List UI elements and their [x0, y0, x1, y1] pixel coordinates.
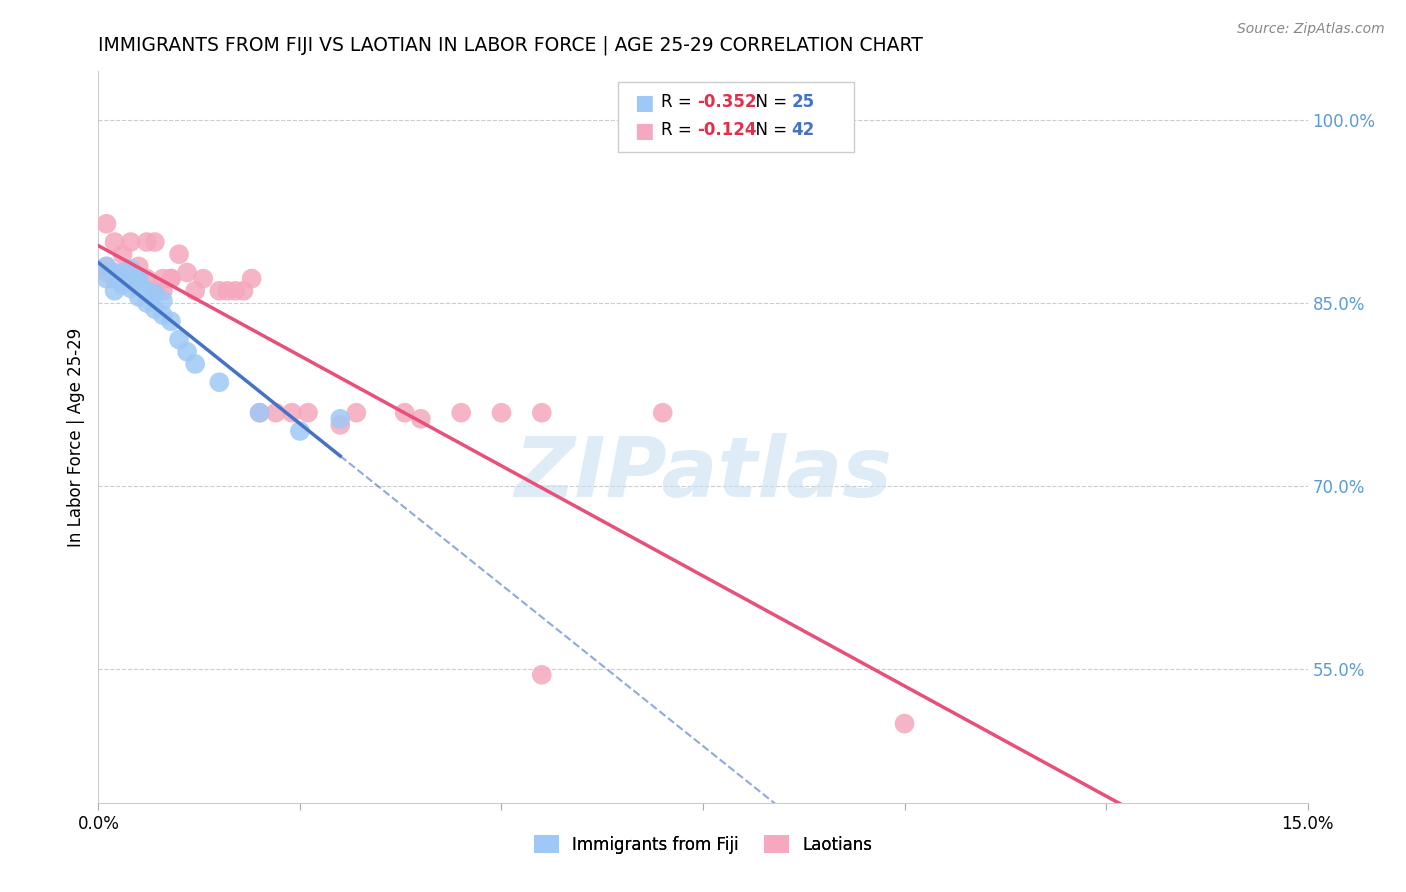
Point — [160, 271, 183, 285]
Point — [120, 271, 142, 285]
Text: ■: ■ — [634, 94, 654, 113]
Point — [394, 406, 416, 420]
Point — [135, 284, 157, 298]
Point — [217, 284, 239, 298]
Point — [103, 271, 125, 285]
Point — [152, 284, 174, 298]
Point — [103, 265, 125, 279]
Point — [103, 284, 125, 298]
Point — [176, 265, 198, 279]
Point — [329, 412, 352, 426]
Point — [135, 296, 157, 310]
Text: IMMIGRANTS FROM FIJI VS LAOTIAN IN LABOR FORCE | AGE 25-29 CORRELATION CHART: IMMIGRANTS FROM FIJI VS LAOTIAN IN LABOR… — [98, 36, 924, 55]
Text: ZIPatlas: ZIPatlas — [515, 434, 891, 514]
Point — [176, 344, 198, 359]
Point — [111, 271, 134, 285]
Point — [96, 217, 118, 231]
Point — [160, 314, 183, 328]
Point — [344, 406, 367, 420]
Point — [288, 424, 311, 438]
Point — [224, 284, 246, 298]
Point — [167, 247, 190, 261]
Point — [96, 265, 118, 279]
Point — [491, 406, 513, 420]
Point — [264, 406, 287, 420]
Point — [96, 271, 118, 285]
Text: 42: 42 — [792, 121, 814, 139]
Text: N =: N = — [745, 121, 793, 139]
Point — [530, 667, 553, 681]
Point — [651, 406, 673, 420]
FancyBboxPatch shape — [619, 82, 855, 152]
Point — [135, 235, 157, 249]
Text: 25: 25 — [792, 94, 814, 112]
Point — [208, 376, 231, 390]
Point — [120, 281, 142, 295]
Point — [128, 290, 150, 304]
Point — [530, 406, 553, 420]
Point — [128, 271, 150, 285]
Point — [128, 271, 150, 285]
Point — [96, 260, 118, 274]
Point — [152, 271, 174, 285]
Point — [208, 284, 231, 298]
Text: Source: ZipAtlas.com: Source: ZipAtlas.com — [1237, 22, 1385, 37]
Point — [297, 406, 319, 420]
Point — [143, 301, 166, 317]
Point — [160, 271, 183, 285]
Point — [120, 235, 142, 249]
Point — [193, 271, 215, 285]
Text: R =: R = — [661, 121, 697, 139]
Point — [143, 284, 166, 298]
Point — [232, 284, 254, 298]
Point — [249, 406, 271, 420]
Point — [409, 412, 432, 426]
Point — [893, 716, 915, 731]
Point — [329, 417, 352, 432]
Point — [184, 357, 207, 371]
Point — [135, 271, 157, 285]
Point — [143, 235, 166, 249]
Point — [103, 235, 125, 249]
Point — [120, 261, 142, 276]
Point — [152, 308, 174, 322]
Text: N =: N = — [745, 94, 793, 112]
Text: -0.124: -0.124 — [697, 121, 756, 139]
Text: -0.352: -0.352 — [697, 94, 756, 112]
Legend: Immigrants from Fiji, Laotians: Immigrants from Fiji, Laotians — [527, 829, 879, 860]
Y-axis label: In Labor Force | Age 25-29: In Labor Force | Age 25-29 — [66, 327, 84, 547]
Point — [128, 274, 150, 288]
Point — [96, 260, 118, 274]
Text: ■: ■ — [634, 121, 654, 141]
Point — [240, 271, 263, 285]
Text: R =: R = — [661, 94, 697, 112]
Point — [111, 247, 134, 261]
Point — [450, 406, 472, 420]
Point — [111, 277, 134, 292]
Point — [184, 284, 207, 298]
Point — [152, 293, 174, 308]
Point — [111, 265, 134, 279]
Point — [249, 406, 271, 420]
Point — [128, 260, 150, 274]
Point — [143, 286, 166, 301]
Point — [167, 333, 190, 347]
Point — [281, 406, 304, 420]
